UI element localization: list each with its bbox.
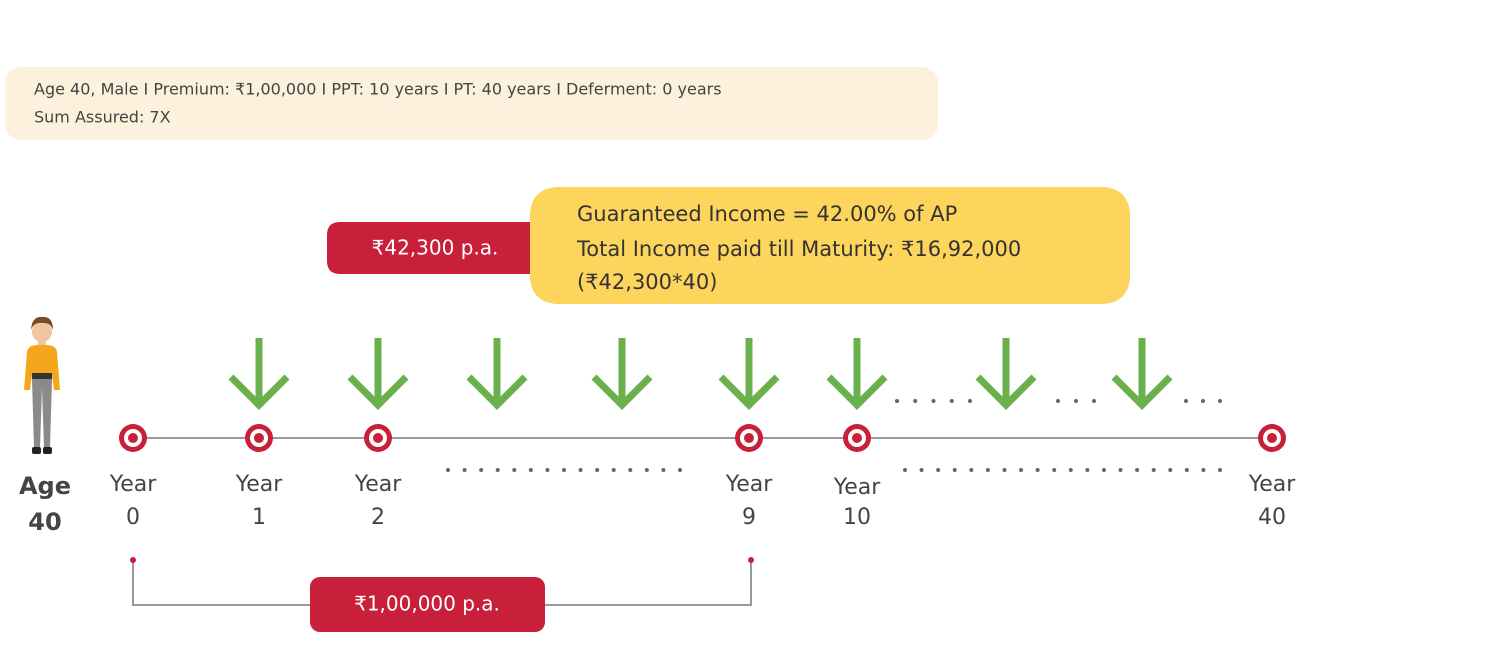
dot: [1069, 468, 1073, 472]
dot: [1201, 399, 1205, 403]
dot: [645, 468, 649, 472]
info-line: Sum Assured: 7X: [34, 108, 171, 127]
person-icon: [24, 317, 60, 454]
income-arrow: [1114, 338, 1170, 405]
dot: [936, 468, 940, 472]
nodes: Year 0 Year 1 Year 2 Year 9 Year 10 Year 40: [109, 424, 1297, 530]
dot: [1002, 468, 1006, 472]
node-center: [128, 433, 138, 443]
dot: [463, 468, 467, 472]
dot: [562, 468, 566, 472]
premium-badge: ₹1,00,000 p.a.: [354, 592, 500, 616]
dot: [1201, 468, 1205, 472]
bracket-end: [748, 557, 754, 563]
dot: [920, 468, 924, 472]
arrows: [231, 338, 1170, 405]
income-badge: ₹42,300 p.a.: [372, 236, 499, 260]
dot: [913, 399, 917, 403]
dot: [1092, 399, 1096, 403]
dot: [529, 468, 533, 472]
dot: [678, 468, 682, 472]
dot: [479, 468, 483, 472]
income-arrow: [721, 338, 777, 405]
year-label: Year: [725, 472, 774, 497]
dot: [579, 468, 583, 472]
node-center: [1267, 433, 1277, 443]
callout-line: Total Income paid till Maturity: ₹16,92,…: [576, 237, 1021, 261]
dot: [545, 468, 549, 472]
dot: [1184, 399, 1188, 403]
dot: [903, 468, 907, 472]
diagram: Age 40, Male I Premium: ₹1,00,000 I PPT:…: [0, 0, 1494, 654]
year-number: 0: [126, 505, 140, 530]
node-center: [373, 433, 383, 443]
dot: [1019, 468, 1023, 472]
node-center: [852, 433, 862, 443]
dot: [1218, 468, 1222, 472]
year-number: 9: [742, 505, 756, 530]
dot: [446, 468, 450, 472]
dot: [953, 468, 957, 472]
year-label: Year: [1248, 472, 1297, 497]
year-label: Year: [833, 475, 882, 500]
node-center: [254, 433, 264, 443]
dot: [628, 468, 632, 472]
dot: [496, 468, 500, 472]
node-center: [744, 433, 754, 443]
dot: [595, 468, 599, 472]
income-arrow: [594, 338, 650, 405]
year-number: 10: [843, 505, 871, 530]
dot: [1056, 399, 1060, 403]
income-arrow: [829, 338, 885, 405]
dot: [1074, 399, 1078, 403]
income-arrow: [469, 338, 525, 405]
dot: [895, 399, 899, 403]
year-number: 2: [371, 505, 385, 530]
year-label: Year: [109, 472, 158, 497]
age-label: Age: [19, 472, 71, 500]
callout-line: (₹42,300*40): [577, 270, 717, 294]
income-arrow: [978, 338, 1034, 405]
bracket-end: [130, 557, 136, 563]
year-label: Year: [235, 472, 284, 497]
dot: [932, 399, 936, 403]
dot: [986, 468, 990, 472]
info-line: Age 40, Male I Premium: ₹1,00,000 I PPT:…: [34, 80, 722, 99]
callout-line: Guaranteed Income = 42.00% of AP: [577, 202, 957, 226]
age-value: 40: [28, 508, 61, 536]
dot: [1135, 468, 1139, 472]
dots: [446, 399, 1222, 472]
dot: [1218, 399, 1222, 403]
year-number: 1: [252, 505, 266, 530]
dot: [1119, 468, 1123, 472]
year-number: 40: [1258, 505, 1286, 530]
income-arrow: [350, 338, 406, 405]
dot: [1152, 468, 1156, 472]
dot: [1102, 468, 1106, 472]
dot: [950, 399, 954, 403]
dot: [1052, 468, 1056, 472]
dot: [612, 468, 616, 472]
info-box: [5, 67, 938, 140]
dot: [1085, 468, 1089, 472]
dot: [1168, 468, 1172, 472]
dot: [1036, 468, 1040, 472]
dot: [968, 399, 972, 403]
dot: [969, 468, 973, 472]
dot: [661, 468, 665, 472]
income-arrow: [231, 338, 287, 405]
year-label: Year: [354, 472, 403, 497]
dot: [512, 468, 516, 472]
dot: [1185, 468, 1189, 472]
